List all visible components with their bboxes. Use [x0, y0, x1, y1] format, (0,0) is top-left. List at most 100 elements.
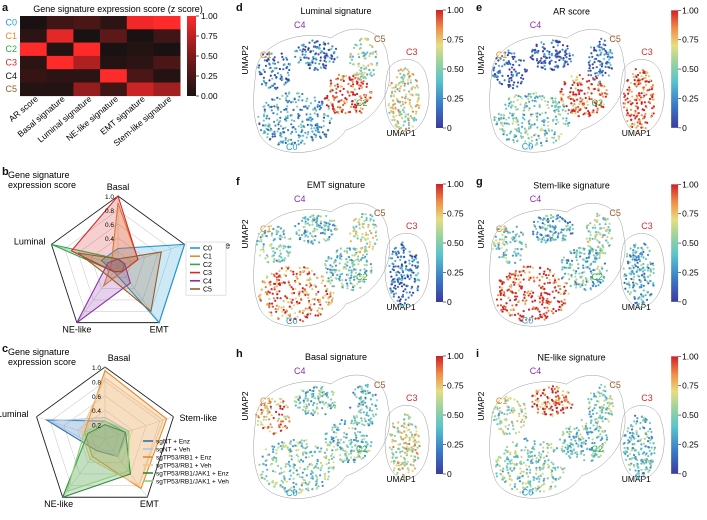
umap-point	[550, 41, 553, 44]
umap-point	[505, 302, 508, 305]
legend-entry: sgNT + Veh	[156, 447, 190, 454]
umap-point	[552, 282, 555, 285]
umap-point	[279, 249, 282, 252]
umap-point	[292, 270, 295, 273]
umap-point	[362, 391, 365, 394]
umap-point	[289, 474, 292, 477]
umap-point	[562, 228, 565, 232]
umap-point	[319, 303, 322, 306]
umap-point	[519, 231, 523, 234]
umap-point	[324, 264, 327, 267]
umap-point	[628, 293, 631, 296]
umap-point	[640, 114, 643, 117]
umap-point	[300, 439, 303, 442]
umap-point	[357, 451, 360, 454]
umap-point	[310, 412, 313, 415]
umap-point	[531, 300, 534, 303]
umap-point	[587, 280, 590, 283]
umap-point	[282, 127, 285, 130]
umap-point	[298, 266, 301, 269]
umap-point	[576, 84, 580, 87]
umap-point	[552, 141, 555, 144]
umap-point	[499, 293, 502, 297]
umap-point	[402, 249, 405, 252]
legend-entry: sgTP53/RB1 + Enz	[156, 455, 211, 462]
umap-point	[514, 269, 518, 273]
umap-point	[275, 290, 278, 293]
umap-point	[285, 425, 288, 429]
umap-point	[400, 113, 403, 116]
umap-point	[595, 220, 598, 223]
cluster-label-c4: C4	[294, 20, 306, 30]
umap-point	[308, 61, 311, 64]
umap-point	[545, 227, 549, 230]
umap-point	[608, 58, 611, 61]
umap-point	[526, 452, 529, 455]
umap-point	[368, 419, 371, 422]
umap-point	[278, 255, 281, 258]
umap-point	[604, 49, 607, 52]
umap-point	[519, 472, 522, 475]
umap-point	[545, 455, 548, 458]
umap-point	[345, 436, 348, 439]
umap-point	[400, 76, 403, 79]
umap-point	[528, 100, 531, 103]
umap-point	[289, 297, 292, 300]
umap-point	[282, 247, 285, 250]
umap-point	[543, 287, 546, 291]
umap-point	[359, 269, 362, 272]
umap-point	[349, 62, 352, 65]
umap-point	[535, 489, 538, 492]
umap-point	[599, 227, 602, 230]
umap-point	[372, 415, 375, 418]
umap-point	[516, 118, 519, 122]
umap-point	[375, 64, 378, 67]
umap-point	[578, 251, 581, 254]
umap-colorbar-tick-label: 0.25	[447, 268, 464, 278]
umap-point	[579, 246, 582, 250]
cluster-outlines	[253, 202, 430, 327]
umap-point	[595, 57, 598, 60]
umap-point	[548, 129, 551, 133]
umap-point	[502, 117, 505, 120]
umap-point	[552, 448, 555, 451]
umap-point	[512, 57, 515, 61]
umap-point	[516, 98, 519, 102]
umap-point	[301, 453, 304, 456]
umap-point	[281, 94, 284, 97]
umap-point	[279, 77, 282, 81]
umap-point	[296, 473, 299, 476]
umap-point	[568, 121, 571, 124]
umap-point	[321, 464, 324, 467]
umap-point	[309, 232, 312, 235]
umap-point	[579, 97, 582, 100]
umap-point	[343, 419, 347, 422]
umap-point	[528, 271, 531, 274]
umap-point	[372, 245, 375, 248]
umap-point	[390, 291, 393, 294]
umap-point	[549, 239, 552, 242]
umap-point	[636, 114, 639, 117]
umap-point	[330, 257, 333, 260]
umap-point	[352, 260, 355, 263]
umap-point	[263, 59, 266, 62]
umap-point	[281, 310, 284, 313]
umap-point	[546, 446, 549, 449]
umap-point	[641, 69, 645, 72]
umap-point	[519, 241, 522, 244]
umap-point	[363, 424, 366, 427]
umap-point	[365, 445, 368, 448]
umap-point	[315, 58, 318, 61]
umap-point	[270, 288, 273, 291]
umap-point	[623, 273, 626, 276]
umap-point	[364, 271, 367, 274]
umap-point	[640, 285, 643, 289]
umap-point	[496, 120, 499, 124]
umap-point	[644, 258, 648, 261]
umap-point	[583, 106, 587, 109]
umap-point	[368, 68, 371, 72]
umap-point	[364, 238, 367, 241]
umap-point	[365, 218, 368, 222]
umap-point	[548, 269, 552, 272]
umap-point	[531, 123, 534, 126]
